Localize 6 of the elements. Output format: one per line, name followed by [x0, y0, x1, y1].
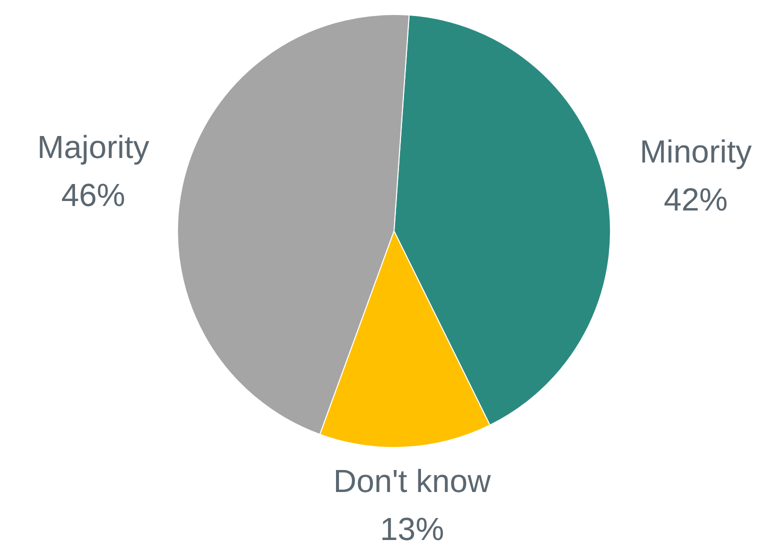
- data-label: 46%: [61, 177, 126, 214]
- data-label: 13%: [380, 510, 444, 546]
- slice-label: Don't know: [333, 462, 492, 499]
- slice-label: Majority: [37, 129, 150, 166]
- data-label: 42%: [664, 181, 728, 218]
- slice-label: Minority: [640, 133, 752, 170]
